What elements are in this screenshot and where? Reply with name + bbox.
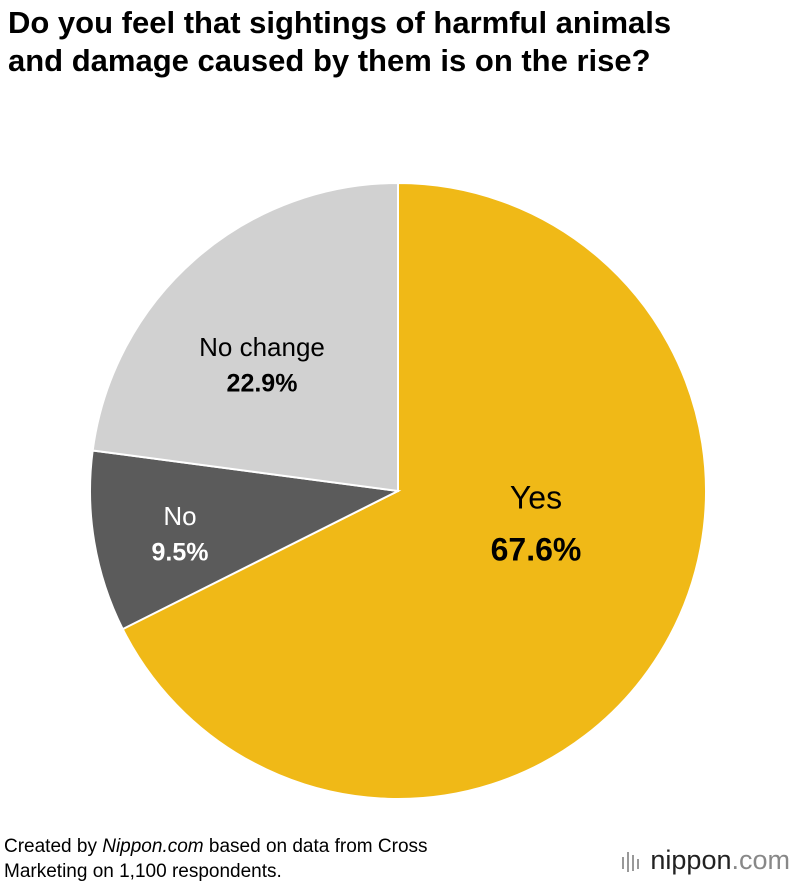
source-prefix: Created by bbox=[4, 836, 97, 857]
source-site: Nippon.com bbox=[102, 836, 204, 857]
slice-category-label: No bbox=[163, 501, 196, 531]
slice-category-label: Yes bbox=[510, 479, 562, 515]
logo-name: nippon bbox=[650, 845, 732, 875]
logo-suffix: .com bbox=[731, 845, 790, 875]
pie-slice bbox=[121, 181, 707, 800]
pie-slice bbox=[89, 449, 402, 631]
chart-title: Do you feel that sightings of harmful an… bbox=[8, 5, 672, 78]
logo-icon bbox=[622, 851, 640, 872]
source-note: Created by Nippon.com based on data from… bbox=[4, 834, 504, 884]
slice-category-label: No change bbox=[199, 332, 325, 362]
slice-value-label: 67.6% bbox=[491, 531, 582, 567]
slice-value-label: 9.5% bbox=[152, 539, 209, 567]
pie-slice bbox=[91, 181, 399, 493]
slice-value-label: 22.9% bbox=[227, 370, 298, 398]
logo: nippon .com bbox=[620, 845, 790, 876]
source-rest: based on data from Cross Marketing on 1,… bbox=[4, 836, 428, 882]
